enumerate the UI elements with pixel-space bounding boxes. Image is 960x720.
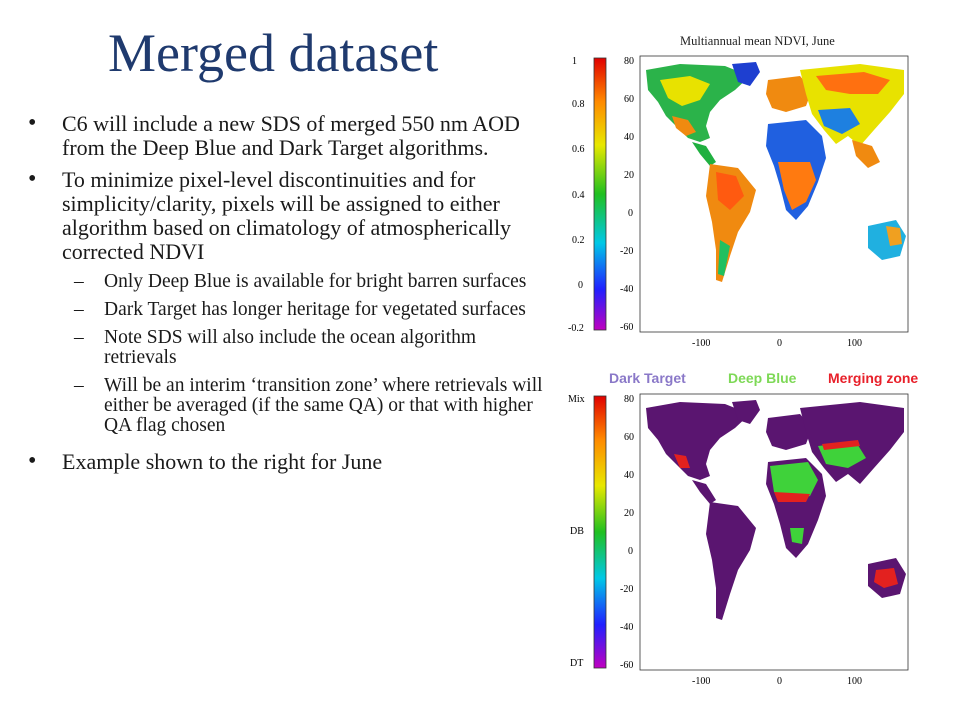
colorbar-tick: 0.6	[572, 144, 585, 155]
lat-tick: -60	[620, 322, 633, 333]
bullet-text: C6 will include a new SDS of merged 550 …	[62, 111, 520, 160]
legend-dark-target-label: Dark Target	[609, 370, 686, 386]
bullet-text: Example shown to the right for June	[62, 449, 383, 474]
ndvi-colorbar	[593, 57, 607, 331]
lat-tick: 20	[624, 170, 634, 181]
bullet-dot: •	[28, 166, 37, 192]
sub-bullet-text: Only Deep Blue is available for bright b…	[104, 271, 527, 292]
sub-bullet-text: Note SDS will also include the ocean alg…	[104, 327, 477, 368]
sub-bullet-item: – Dark Target has longer heritage for ve…	[28, 300, 548, 320]
ndvi-map-figure: 1 0.8 0.6 0.4 0.2 0 -0.2 80 60 40 20 0 -…	[568, 55, 909, 349]
colorbar-tick: 0.8	[572, 99, 585, 110]
bullet-text: To minimize pixel-level discontinuities …	[62, 167, 512, 264]
colorbar-tick: DT	[570, 658, 583, 669]
legend-merging-zone-label: Merging zone	[828, 370, 919, 386]
lat-tick: 40	[624, 132, 634, 143]
colorbar-tick: -0.2	[568, 323, 584, 334]
bullet-dot: •	[28, 448, 37, 474]
bullet-list: • C6 will include a new SDS of merged 55…	[28, 110, 548, 482]
sub-bullet-item: – Will be an interim ‘transition zone’ w…	[28, 376, 548, 436]
ndvi-map-title: Multiannual mean NDVI, June	[680, 34, 835, 48]
lon-tick: 100	[847, 338, 862, 349]
colorbar-tick: 0.2	[572, 235, 585, 246]
legend-dark-target: Dark Target	[609, 370, 686, 386]
colorbar-tick: 1	[572, 56, 577, 67]
sub-bullet-dash: –	[74, 299, 84, 320]
legend-deep-blue: Deep Blue	[728, 370, 796, 386]
lat-tick: 80	[624, 56, 634, 67]
merge-map-figure: Mix DB DT 80 60 40 20 0 -20 -40 -60 -100…	[568, 393, 909, 687]
lat-tick: 20	[624, 508, 634, 519]
sub-bullet-text: Will be an interim ‘transition zone’ whe…	[104, 375, 543, 436]
bullet-dot: •	[28, 110, 37, 136]
lat-tick: 60	[624, 94, 634, 105]
lat-tick: -40	[620, 622, 633, 633]
slide-title: Merged dataset	[108, 23, 439, 83]
sub-bullet-dash: –	[74, 375, 84, 396]
lat-tick: -20	[620, 584, 633, 595]
lon-tick: -100	[692, 676, 710, 687]
lon-tick: 100	[847, 676, 862, 687]
merge-continents	[646, 400, 906, 620]
lon-tick: 0	[777, 676, 782, 687]
colorbar-tick: 0.4	[572, 190, 585, 201]
lat-tick: 80	[624, 394, 634, 405]
bullet-item: • Example shown to the right for June	[28, 448, 548, 474]
lat-tick: 40	[624, 470, 634, 481]
lat-tick: 60	[624, 432, 634, 443]
bullet-item: • C6 will include a new SDS of merged 55…	[28, 110, 548, 160]
sub-bullet-text: Dark Target has longer heritage for vege…	[104, 299, 526, 320]
lat-tick: -20	[620, 246, 633, 257]
lat-tick: -60	[620, 660, 633, 671]
sub-bullet-dash: –	[74, 327, 84, 348]
lon-tick: -100	[692, 338, 710, 349]
legend-merging-zone: Merging zone	[828, 370, 918, 386]
bullet-item: • To minimize pixel-level discontinuitie…	[28, 166, 548, 264]
ndvi-continents	[646, 62, 906, 282]
sub-bullet-item: – Only Deep Blue is available for bright…	[28, 272, 548, 292]
lat-tick: 0	[628, 208, 633, 219]
sub-bullet-dash: –	[74, 271, 84, 292]
lat-tick: 0	[628, 546, 633, 557]
legend-deep-blue-label: Deep Blue	[728, 370, 797, 386]
sub-bullet-item: – Note SDS will also include the ocean a…	[28, 328, 548, 368]
lat-tick: -40	[620, 284, 633, 295]
colorbar-tick: DB	[570, 526, 584, 537]
lon-tick: 0	[777, 338, 782, 349]
merge-colorbar	[593, 395, 607, 669]
colorbar-tick: 0	[578, 280, 583, 291]
colorbar-tick: Mix	[568, 394, 585, 405]
